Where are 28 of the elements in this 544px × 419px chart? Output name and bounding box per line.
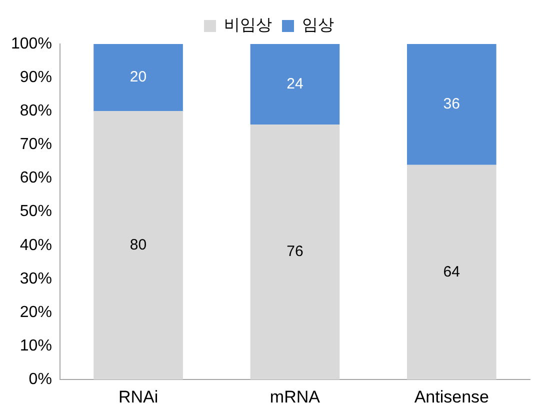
y-tick-label: 100%: [11, 35, 52, 52]
y-tick-label: 20%: [20, 304, 52, 321]
bar: [406, 164, 496, 380]
y-tick-label: 10%: [20, 337, 52, 354]
y-tick-label: 60%: [20, 170, 52, 187]
bar: [250, 124, 340, 380]
y-tick-label: 70%: [20, 136, 52, 154]
y-tick-label: 90%: [20, 68, 52, 86]
bar: [406, 44, 496, 165]
data-label: 36: [443, 96, 460, 113]
data-label: 76: [286, 243, 304, 260]
y-tick-label: 0%: [28, 371, 52, 388]
data-label: 64: [443, 263, 460, 280]
y-tick-label: 40%: [20, 236, 52, 254]
legend-label: 임상: [302, 15, 334, 34]
data-label: 80: [130, 236, 147, 254]
y-tick-label: 30%: [20, 270, 52, 288]
x-tick-label: RNAi: [118, 387, 158, 406]
x-tick-label: mRNA: [270, 387, 321, 406]
legend-label: 비임상: [224, 15, 272, 34]
x-tick-label: Antisense: [414, 387, 489, 406]
data-label: 20: [130, 68, 147, 86]
bar: [94, 111, 183, 380]
data-label: 24: [286, 75, 304, 92]
bar: [250, 44, 340, 125]
bar: [94, 44, 183, 112]
y-tick-label: 80%: [20, 102, 52, 120]
y-tick-label: 50%: [20, 203, 52, 220]
